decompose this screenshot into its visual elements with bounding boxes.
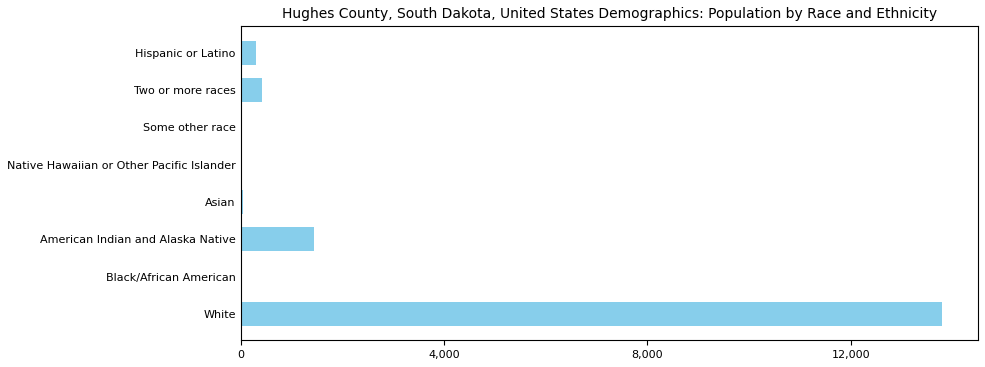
Bar — [240, 265, 242, 289]
Bar — [240, 302, 943, 326]
Bar — [240, 227, 314, 251]
Bar — [240, 115, 242, 139]
Bar — [240, 78, 262, 102]
Bar — [240, 40, 256, 65]
Title: Hughes County, South Dakota, United States Demographics: Population by Race and : Hughes County, South Dakota, United Stat… — [282, 7, 937, 21]
Bar — [240, 190, 243, 214]
